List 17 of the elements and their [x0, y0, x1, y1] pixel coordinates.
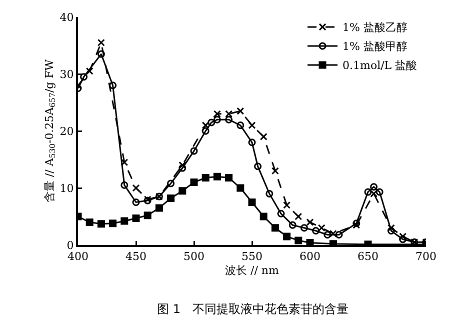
x-tick-label: 700 [416, 250, 436, 264]
x-tick-label: 550 [242, 250, 262, 264]
legend-label: 1% 盐酸甲醇 [342, 40, 408, 54]
x-tick-label: 650 [358, 250, 378, 264]
legend-label: 0.1mol/L 盐酸 [342, 59, 418, 72]
text: 图 1 不同提取液中花色素苷的含量 [157, 302, 348, 316]
x-tick-label: 450 [126, 250, 146, 264]
y-tick-label: 10 [60, 182, 74, 195]
y-tick-label: 40 [60, 10, 74, 24]
y-tick-label: 0 [66, 238, 74, 252]
y-tick-label: 30 [60, 68, 74, 81]
x-tick-label: 600 [300, 250, 320, 264]
x-axis-title: 波长 // nm [225, 264, 280, 277]
x-tick-label: 500 [184, 250, 204, 264]
y-tick-label: 20 [60, 124, 74, 138]
legend-label: 1% 盐酸乙醇 [342, 21, 408, 34]
x-tick-label: 400 [68, 250, 88, 264]
